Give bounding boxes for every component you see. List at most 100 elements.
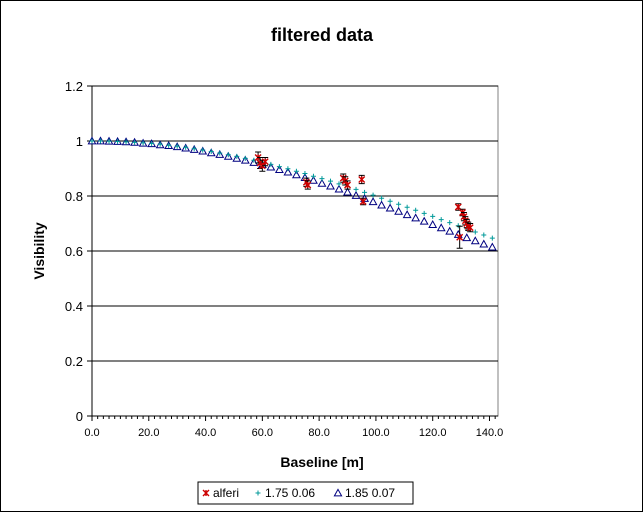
data-point-model: [115, 139, 121, 145]
data-point-model: [470, 236, 480, 245]
data-point-model: [232, 153, 242, 162]
data-point-model: [379, 195, 385, 201]
data-point-model: [242, 155, 248, 161]
data-point-model: [362, 189, 368, 195]
data-point-model: [438, 217, 444, 223]
data-point-model: [106, 138, 112, 144]
data-point-model: [336, 181, 342, 187]
data-point-model: [198, 146, 208, 155]
data-point-model: [274, 164, 284, 173]
data-point-model: [217, 150, 223, 156]
data-point-model: [487, 242, 497, 251]
data-point-alferi: [358, 176, 366, 183]
data-point-model: [291, 170, 301, 179]
data-point-alferi: [359, 198, 367, 205]
data-point-model: [447, 220, 453, 226]
data-point-model: [149, 140, 155, 146]
data-point-model: [310, 173, 316, 179]
y-axis-title: Visibility: [31, 222, 47, 280]
data-point-alferi: [456, 233, 464, 241]
x-tick-label: 140.0: [476, 427, 504, 439]
data-point-model: [326, 181, 335, 190]
data-point-model: [319, 176, 325, 182]
y-tick-label: 1.2: [65, 79, 83, 94]
y-tick-label: 0.8: [65, 189, 83, 204]
data-point-model: [385, 203, 395, 212]
data-point-alferi: [466, 224, 474, 232]
legend-marker: [255, 490, 261, 496]
data-point-model: [481, 232, 487, 238]
data-point-model: [283, 167, 293, 176]
data-point-model: [436, 223, 446, 232]
data-point-model: [249, 157, 259, 166]
data-point-model: [174, 143, 180, 149]
data-point-model: [428, 219, 438, 228]
data-point-model: [317, 178, 327, 187]
data-point-model: [123, 139, 129, 145]
data-point-model: [89, 138, 95, 144]
data-point-model: [334, 184, 344, 193]
x-tick-label: 20.0: [138, 427, 159, 439]
data-point-model: [404, 204, 410, 210]
data-point-model: [489, 235, 495, 241]
data-point-model: [327, 178, 333, 184]
x-tick-label: 80.0: [308, 427, 329, 439]
data-point-model: [377, 200, 387, 209]
data-point-model: [411, 213, 421, 222]
data-point-alferi: [261, 158, 269, 166]
data-point-model: [387, 198, 393, 204]
data-point-model: [225, 152, 231, 158]
grid-layer: [91, 85, 499, 417]
data-point-model: [206, 148, 216, 157]
data-point-model: [353, 186, 359, 192]
data-point-model: [240, 155, 250, 164]
x-tick-label: 120.0: [419, 427, 447, 439]
data-point-model: [132, 139, 138, 145]
data-point-model: [302, 170, 308, 176]
labels-layer: 0 0.2 0.4 0.6 0.8 1 1.2 0.0 20.0 40.0 60.0 80.0 100.…: [65, 79, 503, 439]
data-point-model: [413, 207, 419, 213]
data-point-model: [402, 210, 412, 219]
data-point-model: [343, 187, 352, 196]
data-point-model: [183, 144, 189, 150]
data-point-model: [208, 148, 214, 154]
data-point-model: [462, 233, 472, 242]
y-tick-label: 0.6: [65, 244, 83, 259]
x-axis-title: Baseline [m]: [280, 454, 363, 470]
y-tick-label: 0.4: [65, 299, 83, 314]
data-point-model: [430, 213, 436, 219]
data-point-model: [200, 147, 206, 153]
legend-label: 1.75 0.06: [265, 486, 315, 500]
legend-marker: [333, 488, 343, 497]
data-point-model: [419, 216, 429, 225]
y-tick-label: 0: [76, 409, 83, 424]
data-point-model: [309, 175, 318, 184]
data-point-alferi: [344, 181, 352, 189]
data-point-model: [396, 201, 402, 207]
data-point-model: [455, 223, 461, 229]
legend-label: alferi: [213, 486, 239, 500]
data-point-model: [266, 162, 276, 171]
data-point-model: [276, 164, 282, 170]
data-point-model: [157, 141, 163, 147]
y-tick-label: 0.2: [65, 354, 83, 369]
data-point-alferi: [304, 181, 312, 189]
x-tick-label: 100.0: [362, 427, 390, 439]
data-point-model: [166, 142, 172, 148]
data-point-model: [472, 229, 478, 235]
x-tick-label: 60.0: [252, 427, 273, 439]
marks-layer: [87, 136, 497, 251]
data-point-model: [98, 138, 104, 144]
data-point-model: [445, 226, 455, 235]
data-point-model: [215, 149, 225, 158]
y-tick-label: 1: [76, 134, 83, 149]
data-point-model: [285, 166, 291, 172]
data-point-model: [370, 192, 376, 198]
data-point-model: [479, 239, 489, 248]
data-point-model: [394, 206, 404, 215]
data-point-model: [268, 161, 274, 167]
legend-box: [197, 481, 414, 505]
legend: alferi 1.75 0.06 1.85 0.07: [197, 481, 414, 505]
data-point-model: [421, 210, 427, 216]
